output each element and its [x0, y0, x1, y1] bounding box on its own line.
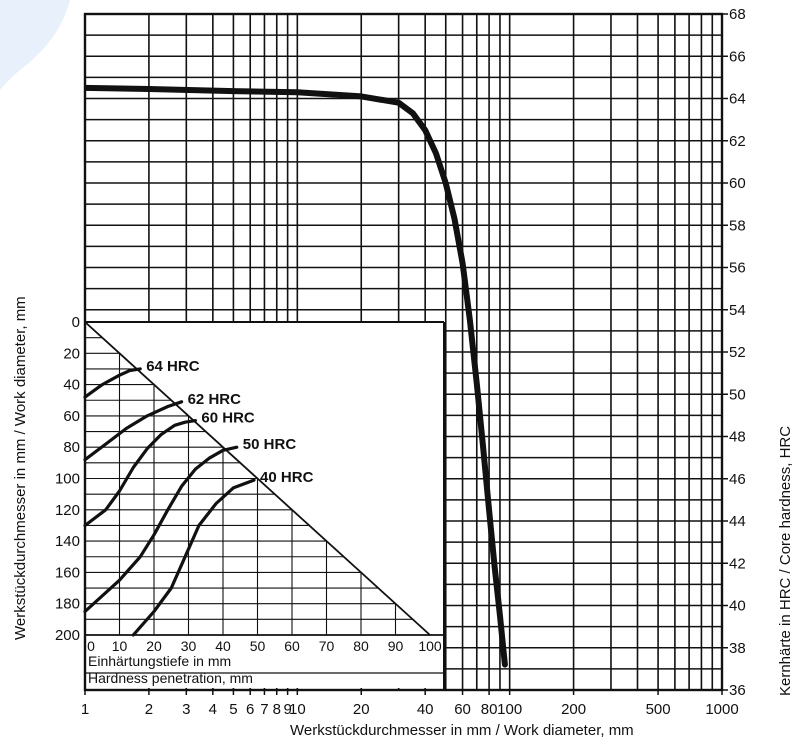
inset-y-tick-label: 200: [55, 627, 80, 644]
main-curve-group: [85, 84, 508, 668]
inset-series-label: 60 HRC: [201, 410, 255, 427]
y-tick-label-right: 50: [729, 386, 746, 403]
y-tick-label-right: 46: [729, 471, 746, 488]
y-tick-label-right: 56: [729, 260, 746, 277]
inset-series-40-hrc: [131, 478, 256, 637]
x-tick-label: 3: [182, 701, 190, 718]
inset-series-label: 64 HRC: [146, 358, 200, 375]
inset-y-tick-label: 180: [55, 596, 80, 613]
inset-y-tick-label: 20: [63, 345, 80, 362]
x-tick-label: 40: [417, 701, 434, 718]
x-tick-label: 7: [260, 701, 268, 718]
inset-diagonal: [84, 321, 431, 636]
x-axis-ticks: 1 2 3 4 5 6 7 8 910 20 40 60 80 100 200 500 1000: [81, 690, 739, 718]
x-tick-label: 2: [145, 701, 153, 718]
x-tick-label: 8: [273, 701, 281, 718]
y-tick-label-right: 60: [729, 175, 746, 192]
x-tick-label: 4: [209, 701, 217, 718]
y-tick-label-right: 68: [729, 6, 746, 23]
inset-series-64-hrc: [83, 367, 142, 399]
inset-panel: [83, 321, 445, 690]
inset-x-tick-label: 70: [319, 638, 335, 654]
x-tick-label: 100: [497, 701, 522, 718]
inset-y-tick-label: 80: [63, 439, 80, 456]
inset-series-label: 50 HRC: [243, 436, 297, 453]
x-tick-label: 200: [561, 701, 586, 718]
y-tick-label-right: 52: [729, 344, 746, 361]
y-tick-label-right: 42: [729, 555, 746, 572]
inset-background: [85, 322, 444, 688]
inset-x-tick-label: 10: [112, 638, 128, 654]
inset-y-tick-label: 0: [72, 314, 80, 331]
y-tick-label-right: 36: [729, 682, 746, 699]
inset-x-tick-label: 40: [215, 638, 231, 654]
inset-series-label: 62 HRC: [188, 391, 242, 408]
inset-y-tick-label: 40: [63, 377, 80, 394]
inset-x-tick-label: 0: [87, 638, 95, 654]
y-axis-ticks-right: 36 38 40 42 44 46 48 50 52 54 56 58 60 62 64 66 68: [722, 6, 746, 699]
x-axis-title: Werkstückdurchmesser in mm / Work diamet…: [290, 722, 634, 739]
x-tick-label: 60: [454, 701, 471, 718]
inset-labels: 0 20 40 60 80 100 120 140 160 180 200 0 10 20 30 40 50 60…: [55, 314, 442, 686]
inset-y-tick-label: 60: [63, 408, 80, 425]
inset-series-60-hrc: [83, 419, 197, 528]
inset-x-tick-label: 50: [250, 638, 266, 654]
x-tick-label: 80: [481, 701, 498, 718]
x-tick-label: 5: [229, 701, 237, 718]
y-tick-label-right: 48: [729, 429, 746, 446]
y-tick-label-right: 66: [729, 48, 746, 65]
inset-x-tick-label: 20: [146, 638, 162, 654]
inset-x-axis-title-de: Einhärtungstiefe in mm: [88, 653, 231, 669]
inset-x-tick-label: 90: [388, 638, 404, 654]
y-tick-label-right: 38: [729, 640, 746, 657]
inset-y-tick-label: 140: [55, 533, 80, 550]
y-axis-title-right: Kernhärte in HRC / Core hardness, HRC: [777, 426, 794, 696]
x-tick-label: 9: [283, 701, 291, 718]
x-tick-label: 20: [353, 701, 370, 718]
core-hardness-curve: [85, 84, 508, 668]
inset-x-tick-label: 80: [353, 638, 369, 654]
scan-smudge: [0, 0, 70, 90]
x-tick-label: 10: [289, 701, 306, 718]
y-tick-label-right: 62: [729, 133, 746, 150]
inset-x-tick-label: 30: [181, 638, 197, 654]
x-tick-label: 6: [246, 701, 254, 718]
y-tick-label-right: 64: [729, 91, 746, 108]
y-tick-label-right: 44: [729, 513, 746, 530]
inset-y-tick-label: 100: [55, 471, 80, 488]
y-tick-label-right: 40: [729, 598, 746, 615]
inset-series-50-hrc: [83, 445, 239, 614]
inset-series-label: 40 HRC: [260, 469, 314, 486]
x-tick-label: 500: [646, 701, 671, 718]
y-axis-title-left: Werkstückdurchmesser in mm / Work diamet…: [12, 296, 29, 640]
x-tick-label: 1: [81, 701, 89, 718]
y-tick-label-right: 58: [729, 217, 746, 234]
inset-x-axis-title-en: Hardness penetration, mm: [88, 670, 253, 686]
inset-x-tick-label: 60: [284, 638, 300, 654]
inset-series-62-hrc: [83, 400, 184, 462]
y-tick-label-right: 54: [729, 302, 746, 319]
inset-y-tick-label: 120: [55, 502, 80, 519]
x-tick-label: 1000: [705, 701, 738, 718]
inset-y-tick-label: 160: [55, 564, 80, 581]
inset-x-tick-label: 100: [418, 638, 442, 654]
